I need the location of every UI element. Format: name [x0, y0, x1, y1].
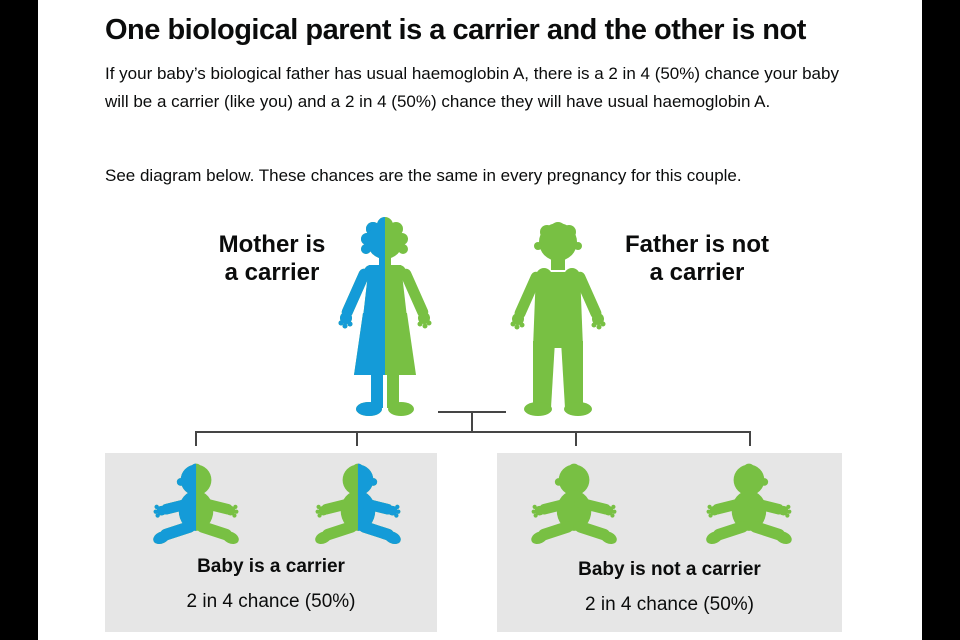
outcome-chance-carrier: 2 in 4 chance (50%)	[186, 591, 356, 612]
bracket-tick	[195, 431, 197, 446]
mother-label: Mother is a carrier	[218, 231, 326, 286]
outcome-box-non-carrier: Baby is not a carrier 2 in 4 chance (50%…	[497, 453, 842, 632]
see-diagram-paragraph: See diagram below. These chances are the…	[105, 166, 742, 185]
right-edge-bar	[922, 0, 960, 640]
outcome-box-carrier: Baby is a carrier 2 in 4 chance (50%)	[105, 453, 437, 632]
father-non-carrier-figure	[510, 222, 606, 416]
non-carrier-baby-figure	[704, 463, 794, 547]
children-bracket-line	[195, 431, 751, 433]
bracket-tick	[749, 431, 751, 446]
left-edge-bar	[0, 0, 38, 640]
parents-drop-line	[471, 411, 473, 433]
outcome-label-carrier: Baby is a carrier	[197, 556, 345, 577]
father-label: Father is not a carrier	[624, 231, 769, 286]
bracket-tick	[356, 431, 358, 446]
intro-paragraph: If your baby’s biological father has usu…	[105, 64, 839, 111]
mother-carrier-figure	[338, 217, 432, 416]
carrier-baby-figure	[151, 463, 241, 547]
non-carrier-baby-figure	[529, 463, 619, 547]
carrier-baby-figure	[313, 463, 403, 547]
bracket-tick	[575, 431, 577, 446]
outcome-chance-non-carrier: 2 in 4 chance (50%)	[585, 594, 754, 615]
page-title: One biological parent is a carrier and t…	[105, 14, 806, 46]
outcome-label-non-carrier: Baby is not a carrier	[578, 559, 761, 580]
